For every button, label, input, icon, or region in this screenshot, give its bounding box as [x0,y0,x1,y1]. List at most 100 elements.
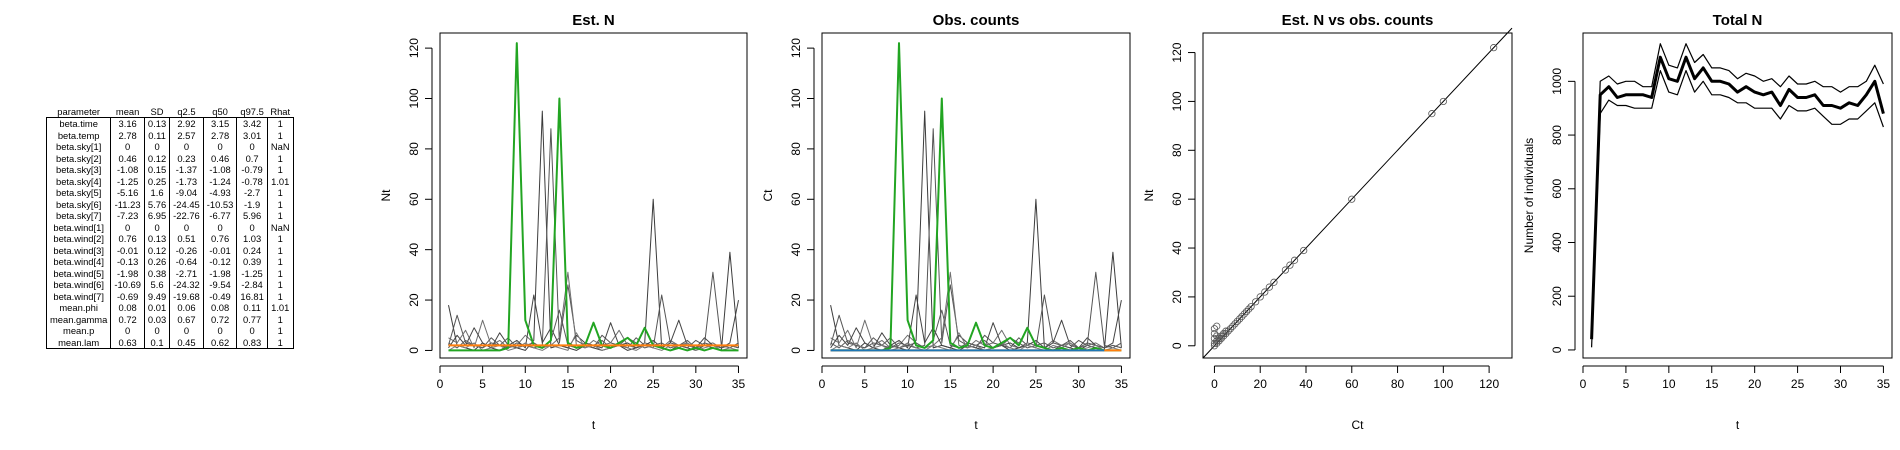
y-tick-label: 60 [407,192,421,206]
x-axis-label: Ct [1352,418,1365,432]
data-point [1229,322,1237,330]
table-row: beta.sky[1] 0 0 0 0 0 NaN [45,141,294,153]
table-row: beta.sky[3] -1.08 0.15 -1.37 -1.08 -0.79 1 [45,164,294,176]
y-tick-label: 20 [1170,290,1184,304]
chart-title: Est. N vs obs. counts [1282,12,1434,29]
table-cell: 1 [266,210,294,222]
table-row: beta.wind[5] -1.98 0.38 -2.71 -1.98 -1.25 1 [45,267,294,279]
column-header: Rhat [270,106,291,117]
table-header-row: parameter mean SD q2.5 q50 q97.5 Rhat [47,106,294,118]
data-point [1217,332,1225,340]
table-cell: 0.15 [143,164,171,176]
table-cell: beta.wind[7] [45,290,112,302]
y-tick-label: 20 [407,293,421,307]
table-cell: 0 [143,141,171,153]
data-point [1231,320,1239,328]
plot-frame [821,32,1131,359]
x-axis-label: t [592,418,596,432]
table-cell: mean.phi [45,302,112,314]
table-cell: beta.wind[1] [45,221,112,233]
table-cell: 5.96 [236,210,268,222]
chart-2: Est. N vs obs. counts Ct Nt 0 20 40 60 80 100 120… [1142,12,1513,432]
data-point [1210,339,1219,347]
table-row: beta.wind[7] -0.69 9.49 -19.68 -0.49 16.81 1 [45,290,294,302]
y-tick-label: 60 [789,192,803,206]
series-line-0 [448,110,739,351]
column-header: mean [115,106,140,117]
y-axis-label: Number of individuals [1522,138,1536,253]
y-tick-label: 20 [789,293,803,307]
y-tick-label: 100 [1170,91,1184,111]
series-line-2 [830,271,1122,349]
table-cell: 0.24 [236,244,268,256]
table-cell: beta.wind[4] [45,256,112,268]
table-cell: NaN [266,221,294,233]
table-row: beta.wind[4] -0.13 0.26 -0.64 -0.12 0.39 1 [45,256,294,268]
table-row: mean.gamma 0.72 0.03 0.67 0.72 0.77 1 [45,313,294,325]
table-cell: 0.13 [143,117,171,130]
y-tick-label: 0 [1550,346,1564,353]
table-cell: 1.6 [143,187,171,199]
data-point [1213,337,1221,345]
table-cell: -1.9 [236,198,268,210]
table-cell: 0.11 [236,302,268,314]
x-tick-label: 25 [1791,377,1805,391]
table-row: beta.sky[5] -5.16 1.6 -9.04 -4.93 -2.7 1 [45,187,294,199]
table-cell: beta.sky[6] [45,198,112,210]
plot-frame [1202,32,1513,359]
series-line-6 [448,42,739,352]
data-point [1210,334,1219,343]
y-axis-label: Nt [379,189,393,202]
series-line-2 [1591,69,1884,348]
table-row: beta.wind[3] -0.01 0.12 -0.26 -0.01 0.24 1 [45,244,294,256]
data-point [1210,325,1219,333]
table-cell: 0.7 [236,152,268,164]
y-tick-label: 120 [789,38,803,58]
table-cell: beta.wind[2] [45,233,112,245]
parameter-table: parameter mean SD q2.5 q50 q97.5 Rhat beta.tim… [45,106,294,349]
table-cell: 6.95 [143,210,171,222]
x-tick-label: 20 [1748,377,1762,391]
x-axis-label: t [974,418,978,432]
y-axis-label: Nt [1142,189,1156,202]
data-point [1490,44,1498,52]
table-cell: 0 [236,221,268,233]
table-row: beta.wind[6] -10.69 5.6 -24.32 -9.54 -2.84 1 [45,279,294,291]
table-cell: 1 [266,256,294,268]
table-row: mean.p 0 0 0 0 0 1 [45,325,294,337]
table-cell: 1 [266,244,294,256]
data-point [1270,278,1278,286]
x-tick-label: 15 [561,377,575,391]
table-cell: 1 [266,233,294,245]
table-cell: 3.42 [236,117,268,130]
table-cell: 5.76 [143,198,171,210]
x-tick-label: 10 [519,377,533,391]
data-point [1265,283,1273,291]
table-cell: 0.01 [143,302,171,314]
table-cell: 1.01 [266,175,294,187]
y-tick-label: 0 [789,347,803,354]
x-tick-label: 80 [1391,377,1405,391]
x-tick-label: 0 [1211,377,1218,391]
table-cell: beta.sky[4] [45,175,112,187]
x-tick-label: 35 [732,377,746,391]
table-cell: 3.01 [236,129,268,141]
x-axis-label: t [1736,418,1740,432]
series-line-1 [1590,55,1885,340]
y-tick-label: 120 [1170,42,1184,62]
series-line-0 [1591,43,1884,329]
data-point [1233,317,1241,325]
table-cell: 1 [266,279,294,291]
data-point [1281,266,1290,274]
table-cell: beta.temp [45,129,112,141]
data-point [1242,307,1251,316]
table-row: beta.sky[4] -1.25 0.25 -1.73 -1.24 -0.78 1.01 [45,175,294,187]
series-line-1 [448,128,739,349]
table-cell: 0 [143,221,171,233]
table-cell: 1 [266,290,294,302]
data-point [1236,315,1244,323]
table-cell: beta.sky[1] [45,141,112,153]
x-tick-label: 0 [1580,377,1587,391]
table-row: beta.temp 2.78 0.11 2.57 2.78 3.01 1 [45,129,294,141]
data-point [1220,329,1228,338]
